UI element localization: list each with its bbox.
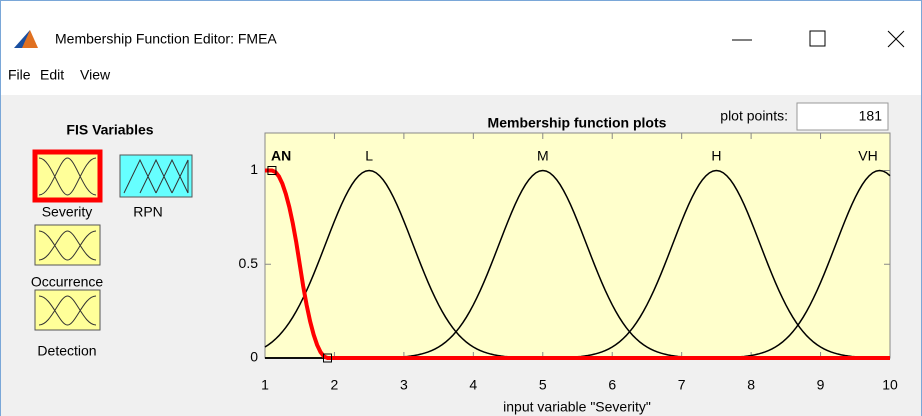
x-tick-label: 8 xyxy=(747,377,755,393)
plot-area xyxy=(264,132,891,359)
x-tick-label: 7 xyxy=(678,377,686,393)
variable-icon-curves xyxy=(123,158,189,194)
variable-icon-curves xyxy=(38,295,97,326)
plot-points-input[interactable] xyxy=(796,102,889,131)
x-tick-label: 3 xyxy=(400,377,408,393)
mf-handle[interactable] xyxy=(267,166,277,175)
plot-points-label: plot points: xyxy=(720,108,788,124)
x-tick-label: 6 xyxy=(608,377,616,393)
variable-icon[interactable] xyxy=(32,149,103,203)
variable-label[interactable]: Occurrence xyxy=(31,274,104,290)
variable-icon[interactable] xyxy=(34,224,101,266)
variable-label[interactable]: Severity xyxy=(42,204,93,220)
menu-item[interactable]: File xyxy=(8,67,31,83)
x-tick-label: 9 xyxy=(817,377,825,393)
mf-label: VH xyxy=(858,148,877,164)
variable-icon-curves xyxy=(38,157,97,196)
mf-label: AN xyxy=(271,148,291,164)
maximize-button[interactable] xyxy=(809,30,826,47)
x-tick-label: 2 xyxy=(331,377,339,393)
membership-curve[interactable] xyxy=(265,168,890,360)
plot-points-value[interactable]: 181 xyxy=(859,108,883,124)
variable-label[interactable]: RPN xyxy=(133,204,163,220)
variable-icon[interactable] xyxy=(34,289,101,331)
y-tick-label: 0 xyxy=(250,349,258,365)
variable-icon-curves xyxy=(38,230,97,261)
y-tick-label: 1 xyxy=(250,161,258,177)
x-tick-label: 5 xyxy=(539,377,547,393)
mf-label: H xyxy=(711,148,721,164)
variable-label[interactable]: Detection xyxy=(37,343,96,359)
x-axis-label: input variable "Severity" xyxy=(503,399,651,415)
menu-item[interactable]: View xyxy=(80,67,111,83)
app-icon-part xyxy=(22,30,38,48)
x-tick-label: 1 xyxy=(261,377,269,393)
plot-title: Membership function plots xyxy=(488,115,667,131)
title-menu-area xyxy=(0,0,922,95)
mf-handle[interactable] xyxy=(323,353,332,363)
x-tick-label: 4 xyxy=(469,377,477,393)
x-tick-label: 10 xyxy=(882,377,898,393)
mf-label: M xyxy=(537,148,549,164)
close-button[interactable] xyxy=(887,30,905,48)
window-title: Membership Function Editor: FMEA xyxy=(55,31,277,47)
mf-label: L xyxy=(365,148,373,164)
variable-icon[interactable] xyxy=(119,154,193,198)
y-tick-label: 0.5 xyxy=(239,255,259,271)
menu-item[interactable]: Edit xyxy=(40,67,64,83)
fis-heading: FIS Variables xyxy=(66,122,153,138)
